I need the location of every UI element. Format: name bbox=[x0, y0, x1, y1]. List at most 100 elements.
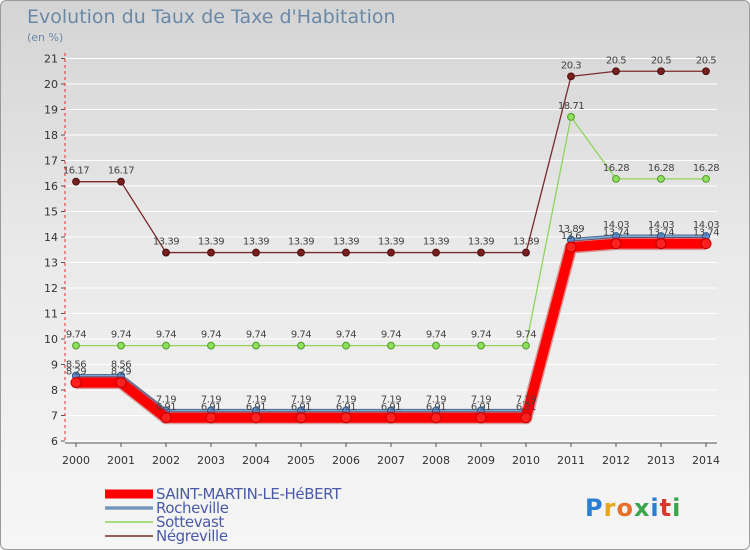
data-label: 6.91 bbox=[516, 402, 536, 413]
data-label: 8.56 bbox=[111, 360, 131, 371]
data-point bbox=[297, 248, 305, 257]
logo-letter: o bbox=[616, 494, 634, 522]
y-tick-label: 21 bbox=[44, 53, 58, 66]
y-tick-label: 8 bbox=[51, 384, 58, 397]
y-tick-label: 10 bbox=[44, 333, 58, 346]
data-label: 16.28 bbox=[693, 163, 719, 174]
data-point bbox=[702, 174, 710, 183]
data-point bbox=[205, 412, 217, 424]
data-point bbox=[342, 341, 350, 350]
data-label: 6.91 bbox=[201, 402, 221, 413]
data-label: 14.03 bbox=[603, 220, 629, 231]
logo-letter: i bbox=[650, 494, 659, 522]
x-tick-label: 2014 bbox=[692, 454, 720, 467]
data-label: 20.5 bbox=[606, 55, 626, 66]
data-point bbox=[342, 248, 350, 257]
data-label: 16.28 bbox=[603, 163, 629, 174]
data-label: 7.19 bbox=[291, 395, 311, 406]
data-label: 7.19 bbox=[201, 395, 221, 406]
logo-letter: x bbox=[634, 494, 650, 522]
legend-label: Sottevast bbox=[156, 513, 224, 531]
data-label: 13.39 bbox=[423, 237, 449, 248]
data-label: 13.74 bbox=[603, 228, 629, 239]
data-label: 14.03 bbox=[648, 220, 674, 231]
y-tick-label: 7 bbox=[51, 410, 58, 423]
data-label: 7.19 bbox=[471, 395, 491, 406]
data-point bbox=[432, 248, 440, 257]
data-point bbox=[700, 238, 712, 250]
data-label: 9.74 bbox=[291, 330, 311, 341]
y-tick-label: 13 bbox=[44, 257, 58, 270]
data-label: 8.29 bbox=[111, 367, 131, 378]
data-label: 13.39 bbox=[198, 237, 224, 248]
data-point bbox=[297, 341, 305, 350]
x-tick-label: 2010 bbox=[512, 454, 540, 467]
data-label: 20.5 bbox=[651, 55, 671, 66]
x-tick-label: 2004 bbox=[242, 454, 270, 467]
legend-label: Rocheville bbox=[156, 499, 229, 517]
data-label: 13.39 bbox=[513, 237, 539, 248]
data-point bbox=[475, 412, 487, 424]
data-point bbox=[567, 72, 575, 81]
data-label: 20.5 bbox=[696, 55, 716, 66]
logo-letter: i bbox=[672, 494, 681, 522]
data-label: 6.91 bbox=[471, 402, 491, 413]
data-label: 6.91 bbox=[156, 402, 176, 413]
data-point bbox=[655, 238, 667, 250]
x-tick-label: 2011 bbox=[557, 454, 585, 467]
data-point bbox=[432, 341, 440, 350]
data-label: 13.39 bbox=[243, 237, 269, 248]
data-point bbox=[295, 412, 307, 424]
data-label: 13.39 bbox=[288, 237, 314, 248]
data-point bbox=[522, 248, 530, 257]
data-point bbox=[207, 341, 215, 350]
y-tick-label: 17 bbox=[44, 155, 58, 168]
data-point bbox=[72, 177, 80, 186]
data-label: 9.74 bbox=[201, 330, 221, 341]
data-point bbox=[477, 248, 485, 257]
y-tick-label: 6 bbox=[51, 435, 58, 448]
data-point bbox=[117, 177, 125, 186]
data-point bbox=[612, 67, 620, 76]
x-tick-label: 2002 bbox=[152, 454, 180, 467]
data-point bbox=[250, 412, 262, 424]
data-point bbox=[387, 341, 395, 350]
data-point bbox=[430, 412, 442, 424]
data-label: 7.19 bbox=[426, 395, 446, 406]
data-label: 9.74 bbox=[156, 330, 176, 341]
data-label: 13.39 bbox=[333, 237, 359, 248]
y-tick-label: 19 bbox=[44, 104, 58, 117]
y-tick-label: 20 bbox=[44, 78, 58, 91]
data-label: 7.19 bbox=[516, 395, 536, 406]
data-label: 13.39 bbox=[378, 237, 404, 248]
x-tick-label: 2009 bbox=[467, 454, 495, 467]
data-point bbox=[160, 412, 172, 424]
data-point bbox=[612, 174, 620, 183]
data-label: 6.91 bbox=[246, 402, 266, 413]
data-label: 9.74 bbox=[471, 330, 491, 341]
data-label: 16.28 bbox=[648, 163, 674, 174]
y-tick-label: 18 bbox=[44, 129, 58, 142]
chart-title: Evolution du Taux de Taxe d'Habitation bbox=[27, 6, 396, 28]
data-label: 13.74 bbox=[648, 228, 674, 239]
logo-letter: r bbox=[604, 494, 617, 522]
data-label: 8.29 bbox=[66, 367, 86, 378]
legend-label: Négreville bbox=[156, 527, 228, 545]
data-label: 20.3 bbox=[561, 60, 581, 71]
data-point bbox=[567, 112, 575, 121]
x-tick-label: 2007 bbox=[377, 454, 405, 467]
legend-label: SAINT-MARTIN-LE-HéBERT bbox=[156, 485, 342, 503]
data-point bbox=[522, 341, 530, 350]
y-tick-label: 14 bbox=[44, 231, 58, 244]
data-point bbox=[72, 341, 80, 350]
data-label: 13.74 bbox=[693, 228, 719, 239]
proxiti-logo: Proxiti bbox=[585, 494, 681, 522]
data-label: 13.6 bbox=[561, 231, 581, 242]
y-tick-label: 9 bbox=[51, 359, 58, 372]
data-label: 9.74 bbox=[111, 330, 131, 341]
data-point bbox=[340, 412, 352, 424]
data-label: 14.03 bbox=[693, 220, 719, 231]
logo-letter: P bbox=[585, 494, 604, 522]
data-label: 16.17 bbox=[63, 166, 89, 177]
